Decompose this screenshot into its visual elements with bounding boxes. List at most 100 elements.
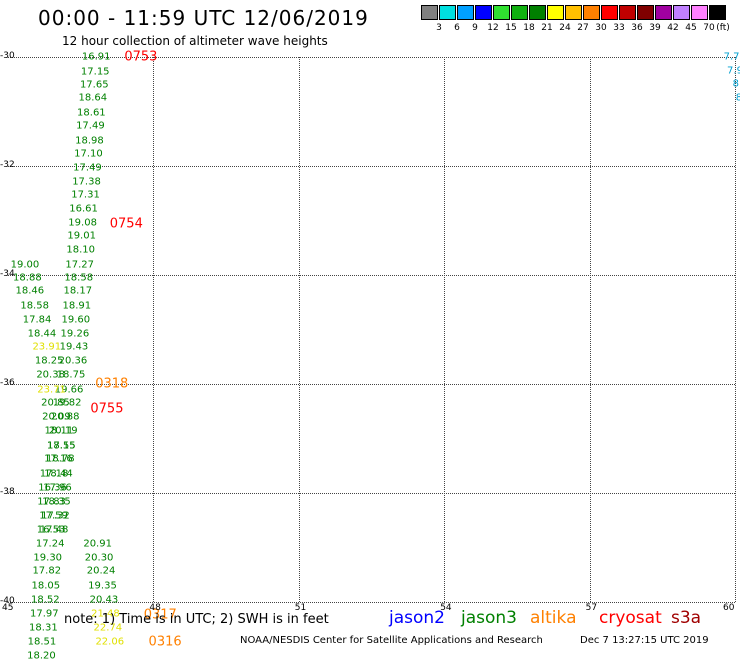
latitude-label: -34 — [0, 269, 15, 279]
wave-height-value: 19.43 — [59, 341, 89, 353]
wave-height-value: 19.01 — [67, 230, 96, 242]
legend-swatch — [619, 5, 636, 20]
wave-height-value: 7.9 — [727, 65, 740, 77]
wave-height-value: 17.84 — [22, 314, 52, 326]
legend-label: 12 — [487, 23, 499, 33]
wave-height-value: 16.36 — [38, 482, 67, 494]
legend-label: 36 — [631, 23, 643, 33]
satellite-jason2: jason2 — [389, 608, 445, 628]
wave-height-value: 17.55 — [46, 440, 76, 452]
latitude-gridline — [8, 166, 735, 167]
wave-height-value: 20.36 — [58, 355, 88, 367]
wave-height-value: 17.27 — [65, 259, 95, 271]
pass-time-label: 0316 — [148, 634, 182, 650]
legend-label: 3 — [436, 23, 442, 33]
legend-label: 24 — [559, 23, 571, 33]
wave-height-value: 17.18 — [39, 468, 69, 480]
latitude-gridline — [8, 602, 735, 603]
legend-swatch — [637, 5, 654, 20]
legend-label: 39 — [649, 23, 661, 33]
wave-height-value: 17.59 — [39, 510, 68, 522]
longitude-label: 51 — [294, 603, 307, 613]
wave-height-value: 8. — [732, 78, 740, 90]
longitude-label: 57 — [585, 603, 598, 613]
map-title: 00:00 - 11:59 UTC 12/06/2019 — [38, 6, 369, 30]
longitude-gridline — [153, 57, 155, 602]
wave-height-value: 19.60 — [61, 314, 91, 326]
legend-swatch — [547, 5, 564, 20]
legend-swatch — [673, 5, 690, 20]
wave-height-value: 16.91 — [81, 51, 111, 63]
wave-height-value: 18.17 — [63, 285, 93, 297]
longitude-label: 48 — [149, 603, 161, 613]
wave-height-value: 17.65 — [79, 79, 109, 91]
legend-swatch — [655, 5, 672, 20]
longitude-label: 45 — [2, 603, 14, 613]
legend-label: 33 — [613, 23, 625, 33]
wave-height-value: 8 — [735, 92, 740, 104]
wave-height-value: 17.24 — [35, 538, 65, 550]
latitude-label: -32 — [0, 160, 15, 170]
legend-label: 9 — [472, 23, 478, 33]
wave-height-value: 17.16 — [44, 453, 73, 465]
wave-height-value: 17.48 — [39, 524, 69, 535]
credit-text: NOAA/NESDIS Center for Satellite Applica… — [240, 635, 543, 646]
wave-height-value: 20.88 — [50, 411, 80, 423]
legend-swatch — [421, 5, 438, 20]
wave-height-value: 19.00 — [10, 259, 40, 271]
legend-swatch — [709, 5, 726, 20]
legend-swatch — [601, 5, 618, 20]
wave-height-value: 17.96 — [43, 482, 72, 494]
pass-time-label: 0318 — [95, 376, 129, 392]
wave-height-value: 17.83 — [37, 496, 66, 508]
map-area[interactable]: 16.91 17.15 17.65 18.64 18.61 17.49 18.98 17.10… — [8, 50, 740, 661]
latitude-gridline — [8, 57, 735, 58]
wave-height-value: 18.91 — [62, 300, 92, 312]
wave-height-value: 23.71 — [37, 384, 66, 396]
wave-height-value: 18.58 — [64, 272, 94, 284]
wave-height-value: 18.20 — [27, 650, 56, 661]
pass-time-label: 0754 — [109, 216, 143, 232]
latitude-label: -38 — [0, 487, 15, 497]
legend-swatch — [439, 5, 456, 20]
wave-height-value: 20.43 — [89, 594, 119, 606]
wave-height-value: 18.15 — [46, 440, 76, 452]
wave-height-value: 20.38 — [36, 369, 65, 381]
wave-height-value: 18.52 — [30, 594, 60, 606]
wave-height-value: 17.32 — [41, 510, 70, 522]
wave-height-value: 19.66 — [54, 384, 84, 396]
legend-swatch — [457, 5, 474, 20]
legend-unit: (ft) — [716, 23, 730, 33]
wave-height-value: 17.15 — [80, 66, 110, 78]
longitude-gridline — [298, 57, 300, 602]
wave-height-value: 18.44 — [44, 468, 73, 480]
wave-height-value: 20.91 — [83, 538, 112, 550]
wave-height-value: 18.64 — [78, 92, 108, 104]
legend-swatch — [511, 5, 528, 20]
longitude-label: 60 — [723, 603, 735, 613]
wave-height-value: 20.09 — [42, 411, 71, 423]
wave-height-value: 18.05 — [31, 580, 61, 592]
wave-height-value: 17.49 — [73, 162, 102, 174]
latitude-gridline — [8, 493, 735, 494]
longitude-gridline — [735, 57, 736, 602]
legend-swatch — [493, 5, 510, 20]
wave-height-value: 20.24 — [86, 565, 116, 577]
color-legend: 3 6 9 12 15 18 21 24 27 30 33 36 39 42 45 70 (ft) — [421, 5, 731, 37]
wave-height-value: 16.61 — [69, 203, 98, 215]
footer-note: note: 1) Time is in UTC; 2) SWH is in fe… — [64, 612, 329, 627]
satellite-altika: altika — [530, 608, 577, 628]
wave-height-value: 18.51 — [27, 636, 57, 648]
legend-label: 6 — [454, 23, 460, 33]
satellite-s3a: s3a — [671, 608, 702, 628]
wave-height-value: 18.44 — [27, 328, 57, 340]
latitude-gridline — [8, 275, 735, 276]
wave-height-value: 17.10 — [74, 148, 103, 160]
wave-height-value: 18.35 — [42, 496, 71, 508]
wave-height-value: 18.61 — [77, 107, 106, 119]
wave-height-value: 18.31 — [29, 622, 58, 634]
legend-label: 18 — [523, 23, 535, 33]
wave-height-value: 20.85 — [41, 397, 70, 409]
wave-height-value: 19.35 — [88, 580, 117, 592]
legend-swatch — [529, 5, 546, 20]
